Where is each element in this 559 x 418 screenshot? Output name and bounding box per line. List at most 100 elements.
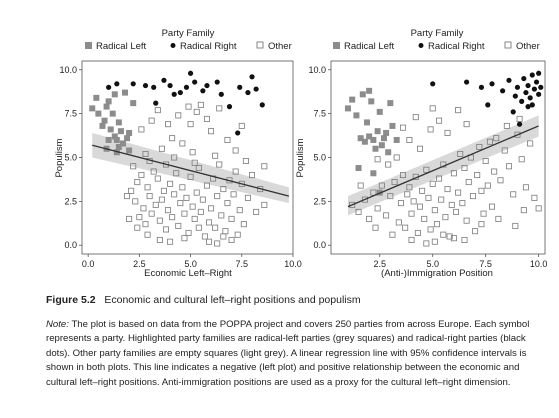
point-other bbox=[206, 219, 213, 226]
legend: Radical Left Radical Right Other bbox=[333, 41, 540, 52]
legend-label-radical-left: Radical Left bbox=[344, 41, 395, 52]
point-other bbox=[423, 240, 430, 247]
ci-band-area bbox=[347, 115, 539, 216]
point-other bbox=[480, 210, 487, 217]
legend-title: Party Family bbox=[162, 28, 215, 39]
point-radical-right bbox=[204, 82, 210, 89]
point-other bbox=[142, 150, 149, 157]
note-text: The plot is based on data from the POPPA… bbox=[46, 319, 530, 388]
point-other bbox=[463, 217, 470, 224]
point-radical-right bbox=[489, 81, 495, 87]
confidence-band bbox=[92, 132, 289, 204]
x-axis-label: Economic Left–Right bbox=[144, 268, 232, 279]
point-radical-left bbox=[89, 105, 96, 112]
point-radical-right bbox=[237, 84, 243, 90]
y-tick-label: 10.0 bbox=[308, 65, 326, 75]
point-other bbox=[408, 210, 415, 217]
point-other bbox=[134, 224, 141, 231]
point-other bbox=[393, 154, 400, 161]
point-other bbox=[463, 121, 470, 128]
point-other bbox=[220, 233, 227, 240]
legend-marker-radical-right bbox=[170, 43, 176, 48]
point-radical-left bbox=[105, 136, 112, 143]
point-other bbox=[203, 115, 210, 122]
point-other bbox=[148, 117, 155, 124]
point-radical-right bbox=[171, 91, 177, 97]
point-radical-left bbox=[370, 136, 377, 143]
point-radical-right bbox=[512, 93, 518, 99]
point-radical-right bbox=[514, 84, 521, 90]
point-other bbox=[400, 124, 407, 131]
point-other bbox=[183, 194, 190, 201]
point-other bbox=[212, 224, 219, 231]
point-other bbox=[423, 166, 430, 173]
point-other bbox=[372, 224, 379, 231]
point-radical-right bbox=[536, 70, 542, 76]
point-other bbox=[175, 222, 182, 229]
point-radical-left bbox=[370, 170, 377, 177]
point-other bbox=[400, 172, 407, 179]
point-radical-right bbox=[485, 102, 491, 108]
point-other bbox=[391, 179, 398, 186]
point-radical-left bbox=[119, 140, 126, 147]
point-radical-left bbox=[393, 136, 400, 143]
point-other bbox=[193, 108, 200, 115]
point-other bbox=[505, 163, 512, 170]
point-other bbox=[181, 235, 188, 242]
legend-label-radical-left: Radical Left bbox=[96, 41, 147, 52]
point-other bbox=[414, 229, 421, 236]
point-other bbox=[169, 135, 176, 142]
figure-note: Note: The plot is based on data from the… bbox=[46, 318, 551, 390]
regression-line-path bbox=[347, 125, 539, 208]
regression-line-path bbox=[92, 144, 290, 197]
point-radical-left bbox=[361, 138, 368, 145]
point-other bbox=[448, 201, 455, 208]
point-other bbox=[228, 236, 235, 243]
point-other bbox=[156, 217, 163, 224]
point-other bbox=[185, 229, 192, 236]
point-other bbox=[535, 205, 542, 212]
point-radical-right bbox=[478, 84, 485, 90]
point-other bbox=[261, 163, 268, 170]
point-other bbox=[429, 105, 436, 112]
point-other bbox=[162, 226, 169, 233]
point-other bbox=[440, 231, 447, 238]
point-other bbox=[150, 168, 157, 175]
point-radical-right bbox=[253, 86, 259, 92]
point-other bbox=[355, 208, 362, 215]
point-other bbox=[197, 208, 204, 215]
point-other bbox=[531, 194, 538, 201]
point-other bbox=[160, 187, 167, 194]
point-other bbox=[476, 143, 483, 150]
point-other bbox=[138, 126, 145, 133]
y-tick-label: 2.5 bbox=[313, 196, 326, 206]
point-radical-left bbox=[111, 91, 118, 98]
point-other bbox=[482, 158, 489, 165]
point-radical-left bbox=[353, 112, 360, 119]
point-other bbox=[455, 107, 462, 114]
legend-marker-other bbox=[504, 41, 512, 49]
point-radical-right bbox=[153, 100, 159, 106]
point-radical-right bbox=[500, 88, 506, 94]
point-radical-right bbox=[516, 121, 523, 127]
point-other bbox=[501, 147, 508, 154]
point-radical-left bbox=[95, 110, 102, 117]
point-other bbox=[181, 210, 188, 217]
figure-label: Figure 5.2 bbox=[46, 294, 96, 306]
point-other bbox=[216, 105, 223, 112]
point-other bbox=[397, 200, 404, 207]
x-tick-label: 0.0 bbox=[82, 259, 95, 269]
point-radical-right bbox=[114, 81, 120, 87]
point-other bbox=[387, 193, 394, 200]
y-tick-label: 7.5 bbox=[64, 109, 77, 119]
plot-left: Party Family Radical Left Radical Right … bbox=[54, 28, 302, 279]
x-ticks: 0.0 2.5 5.0 7.5 10.0 bbox=[82, 254, 302, 269]
point-other bbox=[404, 191, 411, 198]
legend-marker-radical-left bbox=[85, 42, 92, 49]
y-tick-label: 10.0 bbox=[59, 65, 77, 75]
legend: Radical Left Radical Right Other bbox=[85, 41, 292, 52]
point-other bbox=[457, 150, 464, 157]
point-other bbox=[208, 128, 215, 135]
point-other bbox=[224, 200, 231, 207]
point-other bbox=[474, 172, 481, 179]
